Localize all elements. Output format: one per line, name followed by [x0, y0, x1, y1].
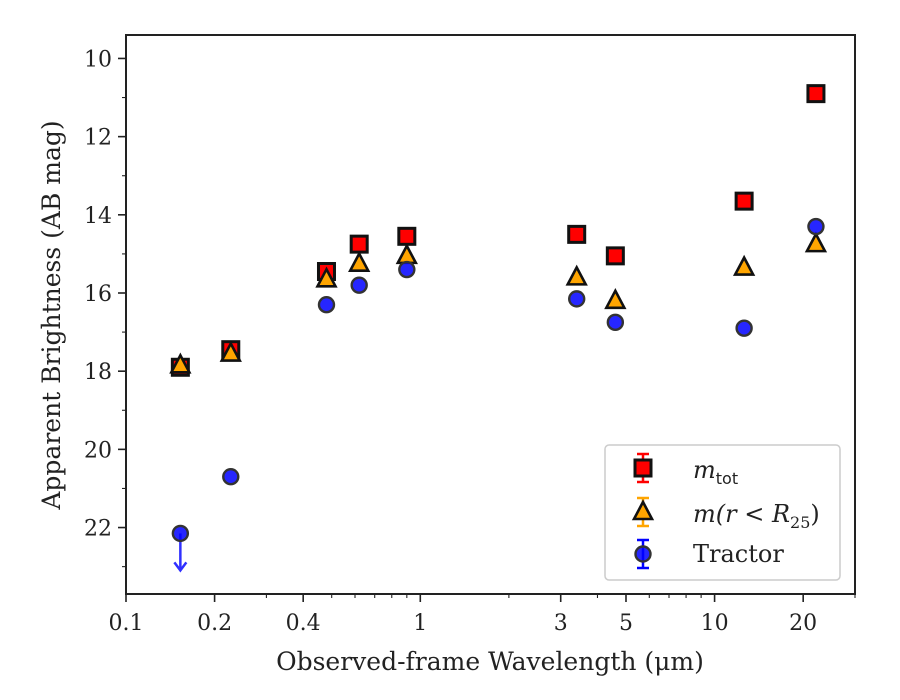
x-tick-label: 0.1 [109, 611, 144, 636]
data-point-triangle [804, 231, 828, 253]
data-point-triangle [565, 264, 588, 286]
x-tick-label: 0.2 [197, 611, 232, 636]
data-point-square [605, 246, 625, 266]
data-point-triangle [604, 288, 627, 310]
data-point-circle [807, 217, 825, 236]
data-point-circle [317, 296, 336, 314]
data-point-triangle [219, 340, 242, 362]
x-tick-label: 3 [554, 611, 568, 636]
y-axis-label: Apparent Brightness (AB mag) [37, 120, 66, 510]
y-axis-ticks: 10 12 14 16 18 20 22 [84, 47, 126, 568]
upper-limit-arrowhead [173, 561, 188, 573]
data-point-circle [606, 313, 625, 332]
x-tick-label: 10 [701, 611, 729, 636]
data-point-circle [568, 290, 586, 308]
chart-marks [169, 84, 828, 573]
data-point-triangle [732, 254, 756, 276]
data-point-triangle [315, 266, 338, 288]
data-point-square [806, 84, 826, 104]
data-point-circle [171, 524, 190, 543]
legend-label-mr25: m(r < R25) [693, 500, 820, 532]
legend-marker-triangle [631, 499, 655, 521]
legend-box [604, 444, 841, 581]
data-point-circle [398, 260, 416, 279]
legend-label-tractor: Tractor [693, 540, 784, 568]
data-point-circle [350, 276, 368, 294]
x-axis-label: Observed-frame Wavelength (μm) [276, 647, 704, 676]
plot-frame [125, 34, 856, 595]
x-axis-ticks: 0.1 0.2 0.4 1 3 5 10 20 [109, 594, 856, 636]
data-point-triangle [169, 352, 192, 374]
series-circle [171, 217, 825, 573]
data-point-circle [735, 319, 753, 337]
y-tick-label: 10 [84, 47, 112, 72]
legend: mtot m(r < R25) Tractor [604, 444, 841, 581]
x-tick-label: 0.4 [286, 611, 321, 636]
x-tick-label: 5 [619, 611, 633, 636]
x-tick-label: 1 [413, 611, 427, 636]
legend-markers [631, 452, 655, 570]
data-point-square [397, 226, 417, 246]
y-tick-label: 22 [84, 517, 112, 542]
data-point-square [567, 224, 587, 244]
y-tick-label: 14 [84, 204, 112, 229]
data-point-circle [222, 468, 240, 486]
y-tick-label: 20 [84, 438, 112, 463]
data-point-triangle [348, 250, 371, 272]
x-tick-label: 20 [789, 611, 817, 636]
data-point-square [349, 234, 369, 254]
data-point-square [734, 191, 754, 211]
y-tick-label: 16 [84, 282, 112, 307]
y-tick-label: 18 [84, 360, 112, 385]
legend-marker-circle [634, 545, 652, 563]
legend-marker-square [633, 458, 653, 478]
y-tick-label: 12 [84, 126, 112, 151]
legend-label-mtot: mtot [693, 456, 738, 488]
